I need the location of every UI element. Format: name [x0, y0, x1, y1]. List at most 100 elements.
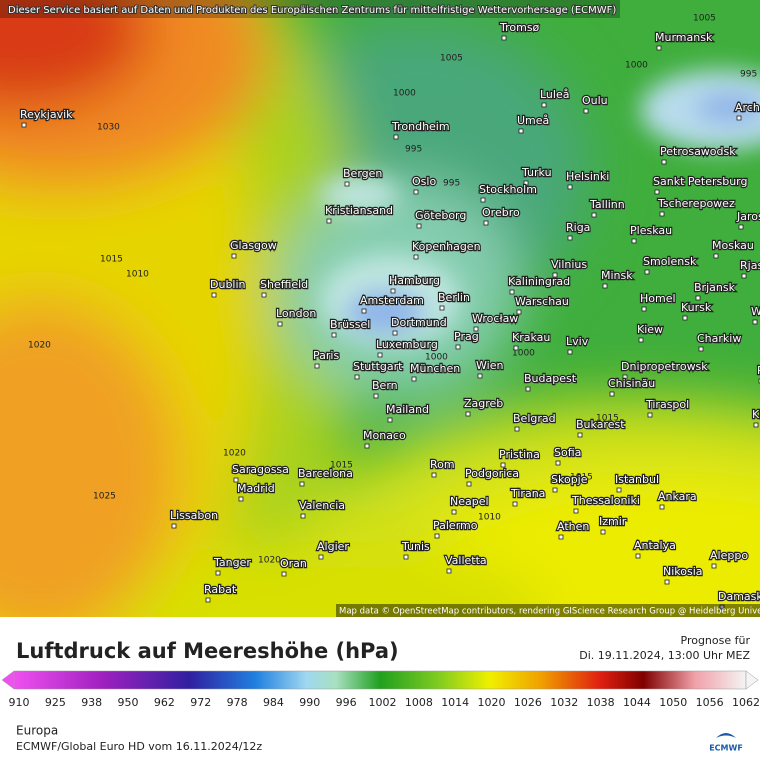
city-label: Pristina: [499, 448, 540, 461]
city-label: Damaskus: [718, 590, 760, 603]
city-label: Bukarest: [576, 418, 625, 431]
city-label: Thessaloniki: [571, 494, 640, 507]
city-label: Istanbul: [615, 473, 659, 486]
city-label: Krakau: [512, 331, 550, 344]
city-label: Tallinn: [589, 198, 625, 211]
city-marker: [502, 36, 506, 40]
city-label: Lissabon: [170, 509, 218, 522]
isobar-label: 995: [443, 179, 460, 189]
city-marker: [662, 160, 666, 164]
city-marker: [578, 433, 582, 437]
colorbar-tick-label: 1032: [550, 696, 578, 709]
city-label: Brjansk: [694, 281, 736, 294]
city-marker: [374, 394, 378, 398]
city-marker: [636, 554, 640, 558]
city-label: Luxemburg: [376, 338, 438, 351]
city-label: Tunis: [401, 540, 430, 553]
city-marker: [355, 375, 359, 379]
colorbar-tick-label: 972: [190, 696, 211, 709]
city-label: Petrosawodsk: [660, 145, 736, 158]
colorbar-tick-label: 1056: [696, 696, 724, 709]
isobar-label: 1010: [126, 270, 149, 280]
isobar-label: 995: [740, 70, 757, 80]
city-label: Kopenhagen: [412, 240, 481, 253]
isobar-label: 1025: [93, 492, 116, 502]
city-label: Tiraspol: [645, 398, 689, 411]
city-marker: [655, 190, 659, 194]
city-label: Kursk: [681, 301, 712, 314]
city-marker: [559, 535, 563, 539]
city-label: Rabat: [204, 583, 237, 596]
city-marker: [206, 598, 210, 602]
city-marker: [484, 221, 488, 225]
city-marker: [568, 185, 572, 189]
isobar-label: 1020: [28, 341, 51, 351]
city-marker: [584, 109, 588, 113]
city-marker: [513, 502, 517, 506]
colorbar-tick-label: 1038: [587, 696, 615, 709]
city-label: Chisinău: [608, 377, 655, 390]
city-marker: [742, 274, 746, 278]
city-marker: [232, 254, 236, 258]
colorbar-tick-label: 910: [9, 696, 30, 709]
city-label: Murmansk: [655, 31, 713, 44]
city-label: Saragossa: [232, 463, 289, 476]
city-marker: [617, 488, 621, 492]
city-marker: [753, 320, 757, 324]
forecast-label: Prognose für: [681, 634, 751, 647]
city-label: Algier: [317, 540, 349, 553]
city-label: Belgrad: [513, 412, 556, 425]
city-label: Jaros: [736, 210, 760, 223]
legend-title: Luftdruck auf Meereshöhe (hPa): [16, 639, 399, 663]
city-label: Moskau: [712, 239, 754, 252]
city-marker: [378, 353, 382, 357]
colorbar-tick-label: 996: [336, 696, 357, 709]
city-label: Tromsø: [499, 21, 540, 34]
city-marker: [519, 129, 523, 133]
region: Europa: [16, 724, 58, 738]
city-marker: [574, 509, 578, 513]
city-label: Vilnius: [551, 258, 587, 271]
city-label: Hamburg: [389, 274, 440, 287]
city-marker: [327, 219, 331, 223]
city-label: Oslo: [412, 175, 436, 188]
city-label: Tirana: [510, 487, 545, 500]
city-marker: [388, 418, 392, 422]
isobar-label: 1000: [393, 89, 416, 99]
city-label: Paris: [313, 349, 339, 362]
city-label: Palermo: [433, 519, 478, 532]
city-label: Arch: [735, 101, 760, 114]
isobar-label: 1020: [258, 556, 281, 566]
isobar-label: 1005: [440, 54, 463, 64]
city-marker: [592, 213, 596, 217]
city-label: Wrocław: [472, 312, 518, 325]
city-marker: [553, 488, 557, 492]
city-label: Nikosia: [663, 565, 703, 578]
city-label: Umeå: [517, 114, 549, 127]
colorbar-tick-label: 938: [81, 696, 102, 709]
city-marker: [603, 284, 607, 288]
city-marker: [568, 350, 572, 354]
city-label: Smolensk: [643, 255, 697, 268]
city-marker: [648, 413, 652, 417]
city-label: Dortmund: [391, 316, 447, 329]
city-marker: [632, 239, 636, 243]
city-marker: [601, 530, 605, 534]
city-marker: [526, 387, 530, 391]
colorbar-tick-label: 1014: [441, 696, 469, 709]
city-label: Tanger: [213, 556, 251, 569]
isobar-label: 1015: [100, 255, 123, 265]
city-label: Bern: [372, 379, 398, 392]
city-label: Worone: [751, 305, 760, 318]
logo: ECMWF: [709, 733, 743, 753]
city-label: Monaco: [363, 429, 406, 442]
city-marker: [568, 236, 572, 240]
city-label: Charkiw: [697, 332, 741, 345]
city-label: Barcelona: [298, 467, 353, 480]
colorbar-tick-label: 978: [227, 696, 248, 709]
colorbar: [14, 671, 746, 689]
city-label: Antalya: [634, 539, 676, 552]
city-marker: [452, 510, 456, 514]
city-marker: [282, 572, 286, 576]
city-label: Podgorica: [465, 467, 519, 480]
